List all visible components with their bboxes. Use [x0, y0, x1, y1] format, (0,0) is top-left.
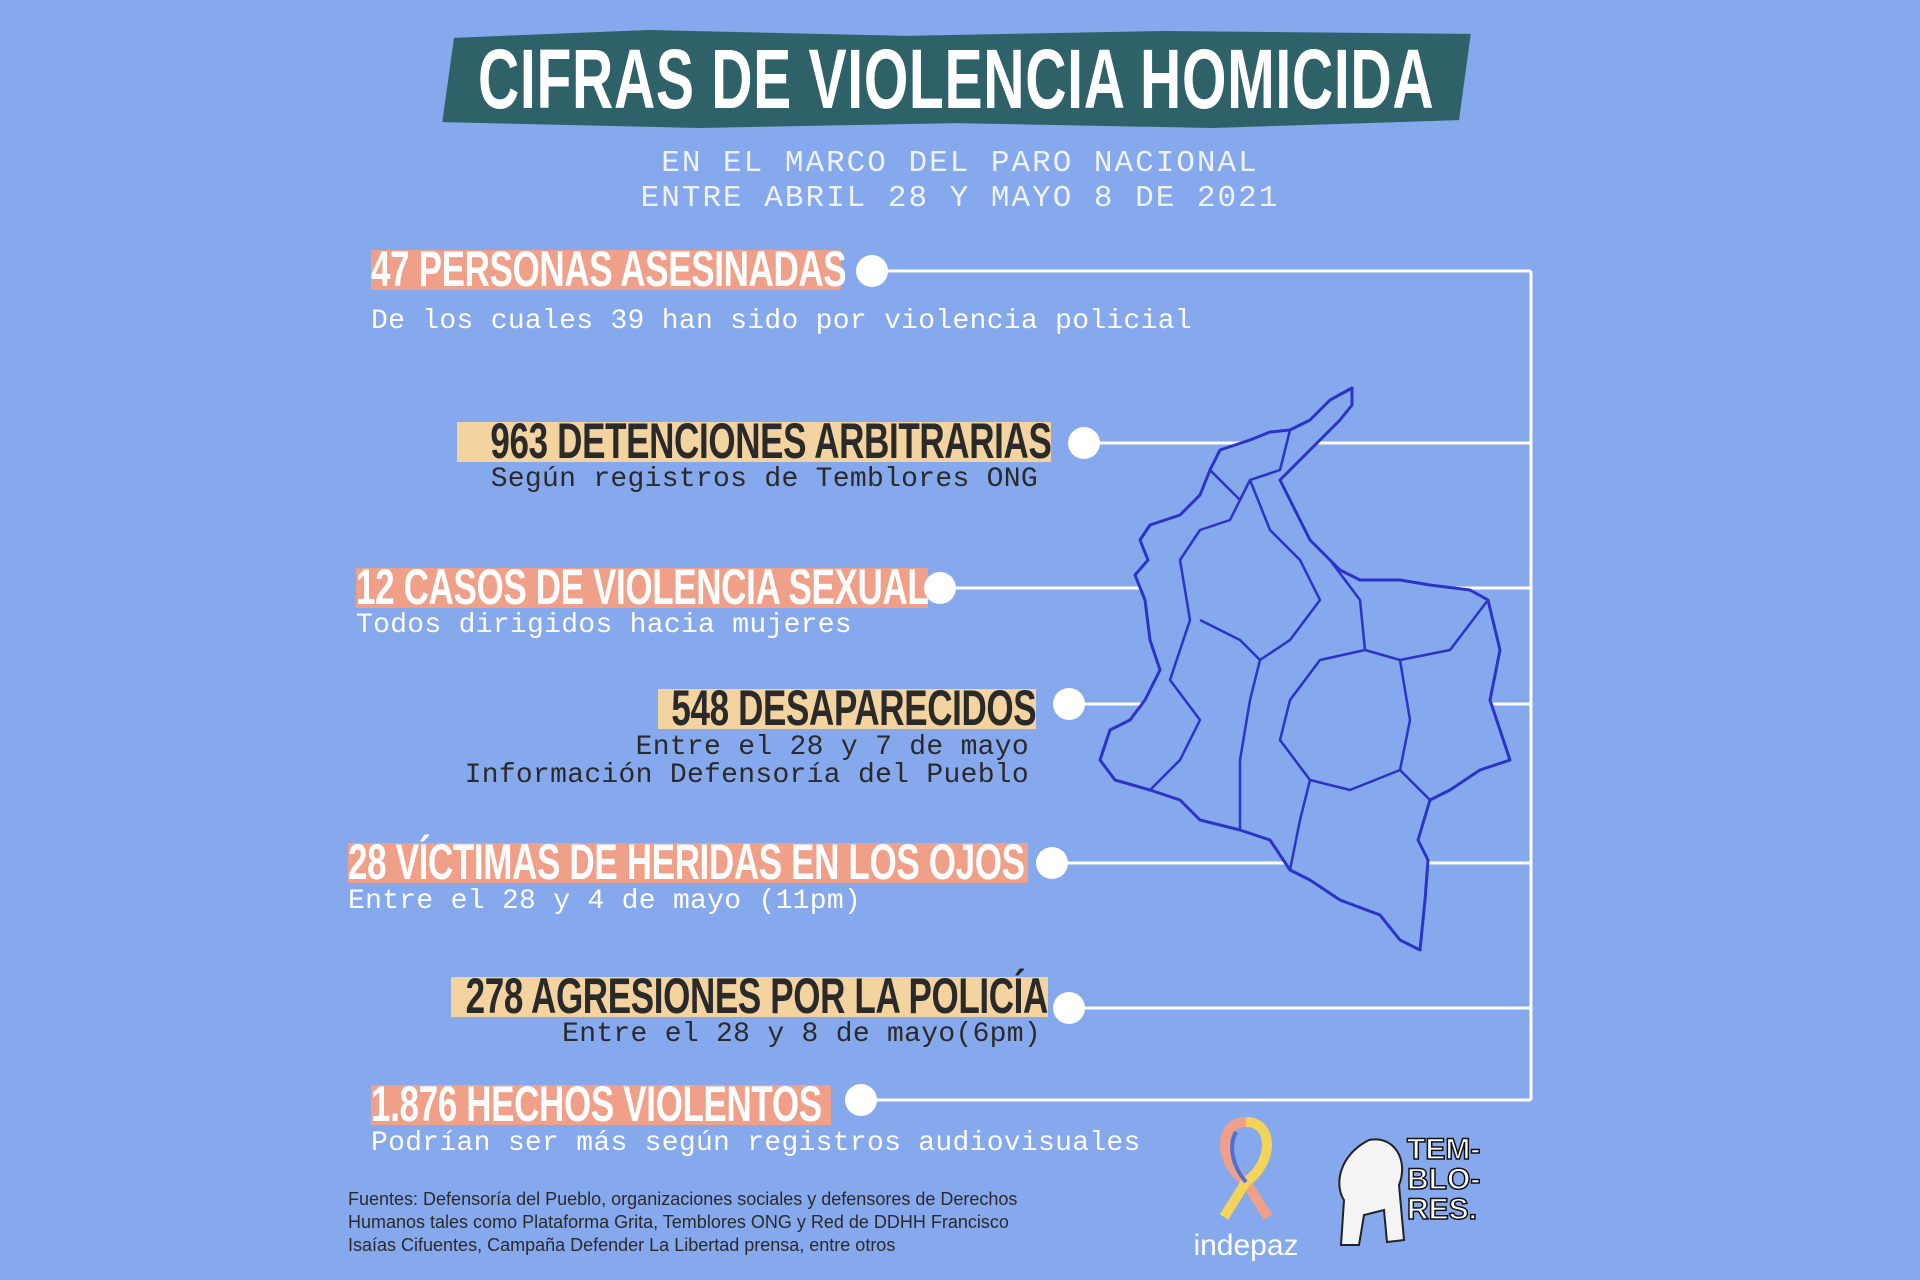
stat-headline-agresiones: 278 AGRESIONES POR LA POLICÍA [451, 968, 1048, 1024]
stat-headline-hechos-violentos: 1.876 HECHOS VIOLENTOS [371, 1076, 831, 1132]
ribbon-icon [1219, 1117, 1273, 1220]
elephant-icon [1338, 1138, 1406, 1246]
stat-detail: Información Defensoría del Pueblo [464, 760, 1029, 791]
bullet-dot [1068, 427, 1100, 459]
stat-detail: Todos dirigidos hacia mujeres [356, 610, 852, 641]
bullet-dot [924, 572, 956, 604]
stat-detail: Podrían ser más según registros audiovis… [371, 1128, 1141, 1159]
page-title: CIFRAS DE VIOLENCIA HOMICIDA [478, 31, 1435, 126]
colombia-map [1098, 386, 1512, 952]
stat-detail: De los cuales 39 han sido por violencia … [371, 306, 1192, 337]
stat-headline-desaparecidos: 548 DESAPARECIDOS [658, 680, 1036, 736]
subtitle-line-2: ENTRE ABRIL 28 Y MAYO 8 DE 2021 [640, 181, 1280, 216]
subtitle-line-1: EN EL MARCO DEL PARO NACIONAL [661, 146, 1259, 181]
stat-headline-detenciones: 963 DETENCIONES ARBITRARIAS [457, 413, 1051, 469]
stat-detail: Según registros de Temblores ONG [490, 464, 1038, 495]
bullet-dot [1053, 688, 1085, 720]
bullet-dot [1036, 847, 1068, 879]
bullet-dot [845, 1084, 877, 1116]
stat-detail: Entre el 28 y 4 de mayo (11pm) [348, 886, 862, 917]
stat-headline-violencia-sexual: 12 CASOS DE VIOLENCIA SEXUAL [356, 559, 929, 615]
indepaz-logo: indepaz [1188, 1112, 1304, 1262]
stat-headline-heridas-ojos: 28 VÍCTIMAS DE HERIDAS EN LOS OJOS [348, 834, 1028, 890]
bullet-dot [856, 255, 888, 287]
stat-detail: Entre el 28 y 7 de mayo [635, 732, 1029, 763]
sources-note: Fuentes: Defensoría del Pueblo, organiza… [348, 1189, 1018, 1255]
temblores-logo: TEM- BLO- RES. [1329, 1130, 1484, 1252]
stat-detail: Entre el 28 y 8 de mayo(6pm) [562, 1019, 1041, 1050]
bullet-dot [1053, 992, 1085, 1024]
stat-headline-asesinadas: 47 PERSONAS ASESINADAS [371, 241, 847, 297]
